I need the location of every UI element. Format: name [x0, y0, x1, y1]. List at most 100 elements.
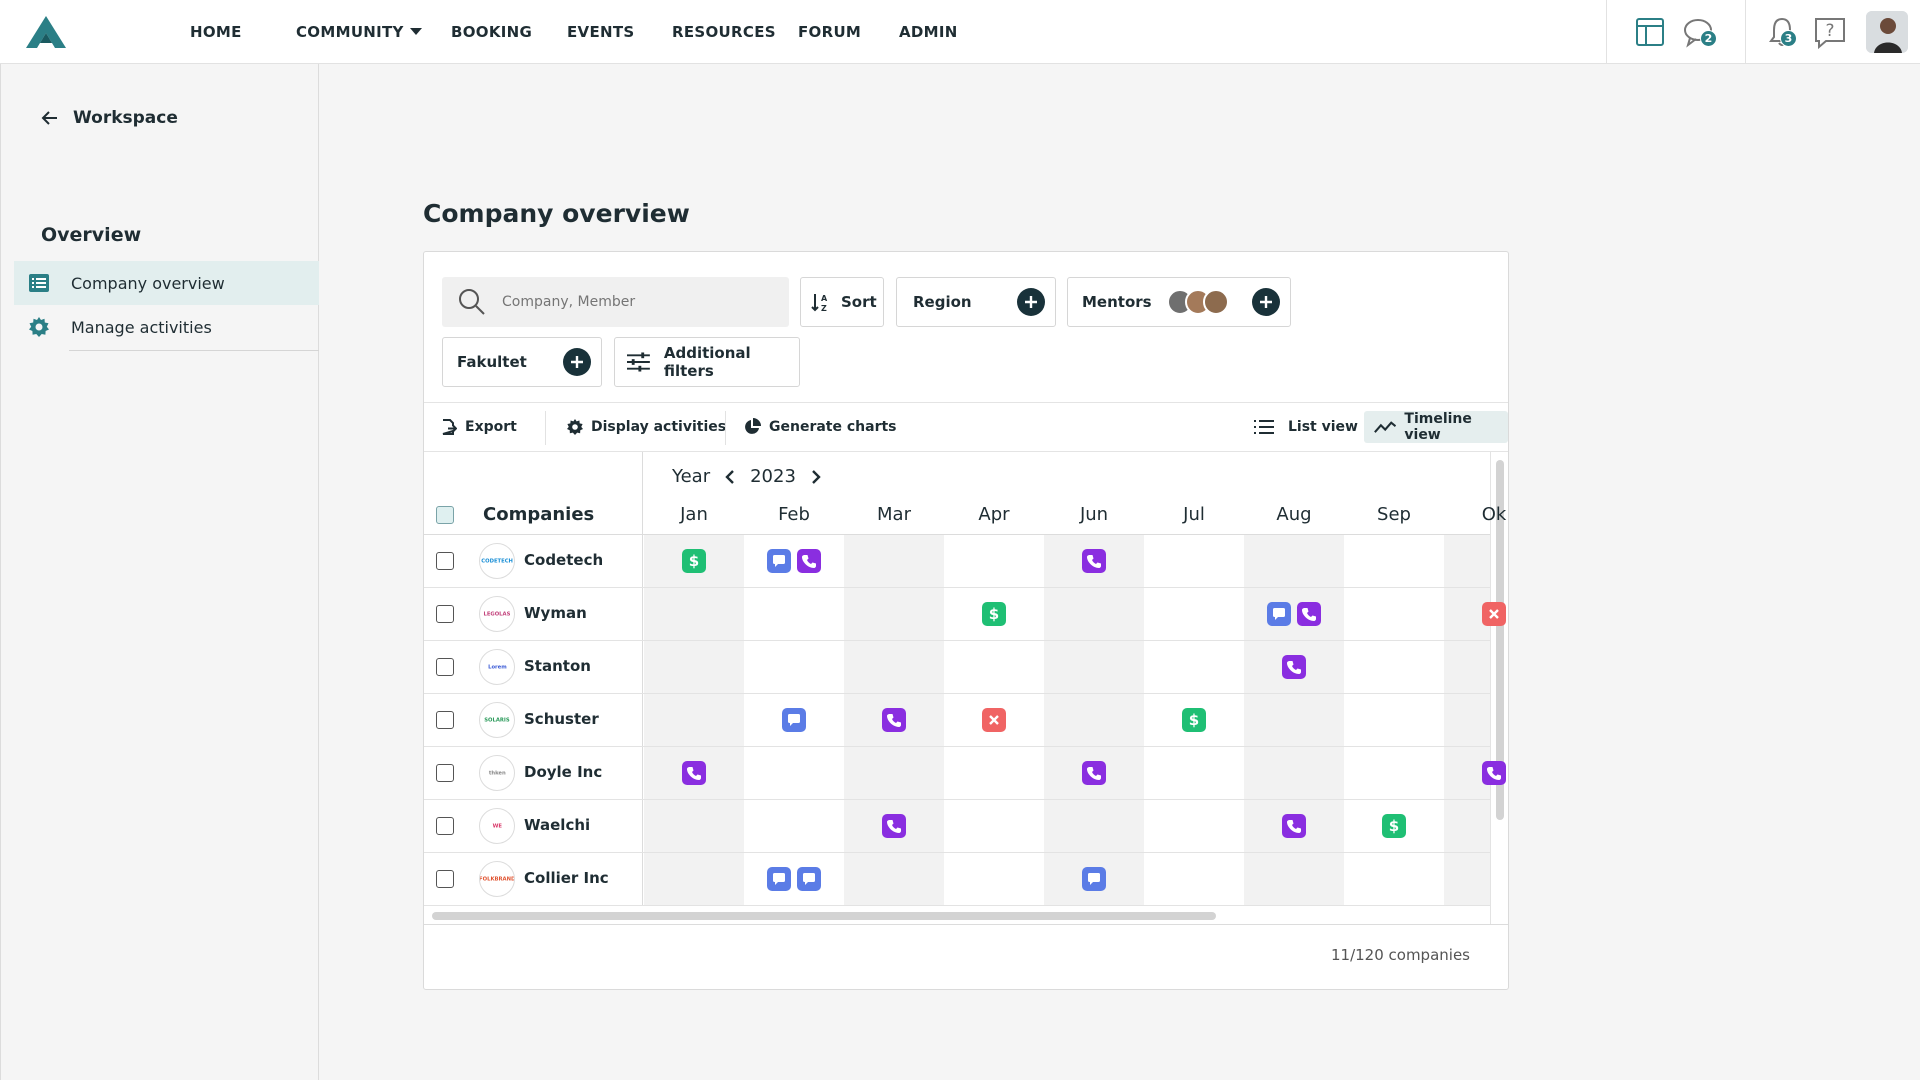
chevron-left-icon[interactable] — [724, 469, 736, 485]
add-faculty-icon[interactable] — [563, 348, 591, 376]
company-name[interactable]: Doyle Inc — [524, 762, 603, 781]
svg-text:?: ? — [1825, 21, 1834, 41]
select-all-checkbox[interactable] — [436, 506, 454, 524]
company-name[interactable]: Codetech — [524, 550, 604, 569]
activity-phone[interactable] — [1082, 760, 1106, 785]
region-label: Region — [913, 293, 972, 311]
top-navbar: HOME COMMUNITY BOOKING EVENTS RESOURCES … — [0, 0, 1920, 64]
sort-button[interactable]: A Z Sort — [800, 277, 884, 327]
nav-divider — [1606, 0, 1607, 64]
row-checkbox[interactable] — [436, 869, 454, 888]
activity-money[interactable]: $ — [682, 548, 706, 573]
activity-money[interactable]: $ — [982, 601, 1006, 626]
company-name[interactable]: Wyman — [524, 603, 587, 622]
activity-phone[interactable] — [882, 813, 906, 838]
company-logo-text: Lorem — [487, 663, 507, 670]
activity-phone[interactable] — [1282, 654, 1306, 679]
nav-resources[interactable]: RESOURCES — [672, 23, 776, 41]
activity-chat[interactable] — [767, 866, 791, 891]
activity-phone[interactable] — [797, 548, 821, 573]
row-checkbox[interactable] — [436, 763, 454, 782]
display-activities-button[interactable]: Display activities — [567, 403, 726, 451]
export-button[interactable]: Export — [441, 403, 517, 451]
add-mentor-icon[interactable] — [1252, 288, 1280, 316]
faculty-filter[interactable]: Fakultet — [442, 337, 602, 387]
notifications-badge: 3 — [1780, 30, 1797, 47]
nav-forum[interactable]: FORUM — [798, 23, 862, 41]
activity-chat[interactable] — [797, 866, 821, 891]
activity-phone[interactable] — [882, 707, 906, 732]
back-to-workspace[interactable]: Workspace — [41, 108, 178, 128]
vertical-scrollbar[interactable] — [1496, 460, 1504, 820]
activity-phone[interactable] — [1282, 813, 1306, 838]
activity-phone[interactable] — [682, 760, 706, 785]
horizontal-scrollbar[interactable] — [432, 912, 1216, 920]
gear-icon — [29, 317, 49, 337]
activity-money[interactable]: $ — [1382, 813, 1406, 838]
activity-phone[interactable] — [1482, 760, 1506, 785]
activity-phone[interactable] — [1297, 601, 1321, 626]
company-name[interactable]: Waelchi — [524, 815, 591, 834]
company-logo: FOLKBRAND — [479, 860, 515, 897]
month-column-shade — [644, 534, 744, 905]
companies-count: 11/120 companies — [1330, 946, 1470, 964]
mentor-avatar — [1202, 289, 1229, 315]
activity-chat[interactable] — [767, 548, 791, 573]
activity-cancel[interactable] — [982, 707, 1006, 732]
phone-icon — [1287, 660, 1301, 674]
activity-money[interactable]: $ — [1182, 707, 1206, 732]
generate-charts-button[interactable]: Generate charts — [743, 403, 897, 451]
company-name[interactable]: Stanton — [524, 656, 591, 675]
app-logo-icon[interactable] — [24, 14, 68, 50]
region-filter[interactable]: Region — [896, 277, 1056, 327]
row-checkbox[interactable] — [436, 551, 454, 570]
help-icon[interactable]: ? — [1812, 14, 1848, 50]
chat-icon — [803, 872, 815, 885]
sidebar-heading: Overview — [41, 224, 142, 246]
companies-header: Companies — [483, 504, 595, 525]
month-header: Jun — [1079, 504, 1109, 525]
sidebar-item-manage-activities[interactable]: Manage activities — [14, 305, 319, 349]
nav-admin[interactable]: ADMIN — [899, 23, 958, 41]
search-input[interactable] — [502, 294, 752, 310]
dollar-icon: $ — [1389, 818, 1399, 834]
company-name[interactable]: Schuster — [524, 709, 599, 728]
phone-icon — [802, 554, 816, 568]
layout-icon[interactable] — [1632, 14, 1668, 50]
month-header: Mar — [877, 504, 911, 525]
nav-booking[interactable]: BOOKING — [451, 23, 533, 41]
activity-chat[interactable] — [1082, 866, 1106, 891]
row-checkbox[interactable] — [436, 710, 454, 729]
month-column-shade — [1244, 534, 1344, 905]
additional-filters-button[interactable]: Additional filters — [614, 337, 800, 387]
svg-text:Z: Z — [821, 304, 827, 312]
activity-cancel[interactable] — [1482, 601, 1506, 626]
nav-divider — [1745, 0, 1746, 64]
mentors-label: Mentors — [1082, 293, 1152, 311]
sidebar-item-company-overview[interactable]: Company overview — [14, 261, 319, 305]
chat-icon — [773, 554, 785, 567]
activity-phone[interactable] — [1082, 548, 1106, 573]
generate-charts-label: Generate charts — [769, 419, 897, 435]
gear-icon — [567, 419, 583, 435]
list-view-button[interactable]: List view — [1254, 403, 1358, 451]
row-checkbox[interactable] — [436, 604, 454, 623]
header-divider — [424, 534, 1490, 535]
row-checkbox[interactable] — [436, 816, 454, 835]
nav-home[interactable]: HOME — [190, 23, 242, 41]
messages-badge: 2 — [1700, 30, 1717, 47]
activity-chat[interactable] — [1267, 601, 1291, 626]
activity-chat[interactable] — [782, 707, 806, 732]
phone-icon — [1487, 766, 1501, 780]
search-box[interactable] — [442, 277, 789, 327]
chat-icon — [773, 872, 785, 885]
user-avatar[interactable] — [1866, 11, 1908, 53]
row-checkbox[interactable] — [436, 657, 454, 676]
add-region-icon[interactable] — [1017, 288, 1045, 316]
nav-community[interactable]: COMMUNITY — [296, 23, 422, 41]
timeline-view-button[interactable]: Timeline view — [1364, 411, 1508, 443]
company-name[interactable]: Collier Inc — [524, 868, 609, 887]
mentors-filter[interactable]: Mentors — [1067, 277, 1291, 327]
chevron-right-icon[interactable] — [810, 469, 822, 485]
nav-events[interactable]: EVENTS — [567, 23, 635, 41]
